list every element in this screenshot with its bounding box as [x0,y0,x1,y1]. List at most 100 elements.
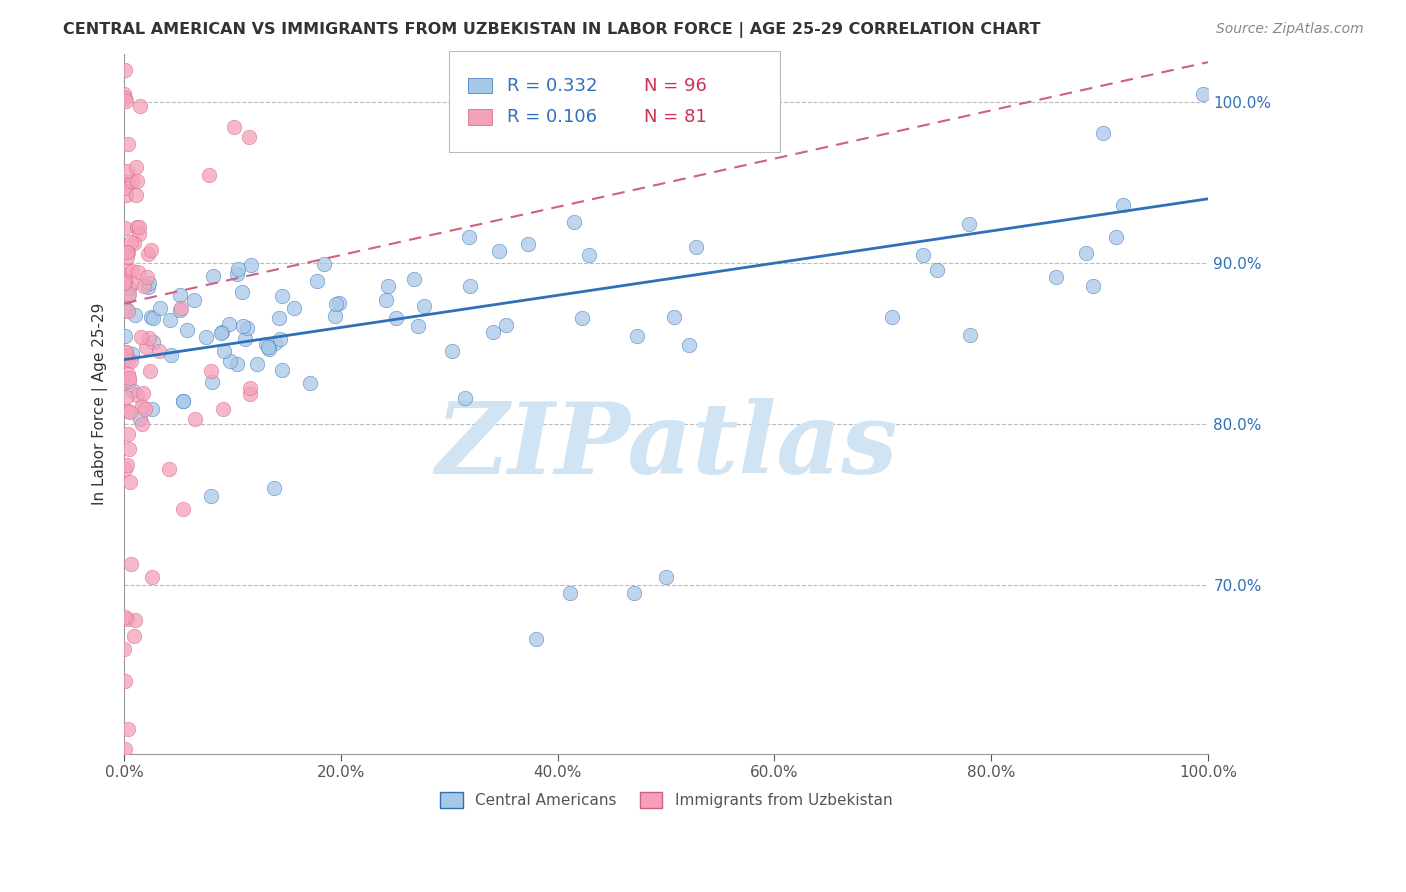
Point [115,250,138,264]
Point [142,310,165,325]
Point [138,331,160,345]
Point [172,394,194,409]
Text: N = 81: N = 81 [644,108,707,126]
Point [170,301,193,316]
Point [441,343,464,358]
Point [117,164,139,178]
Point [128,412,150,426]
Point [117,442,139,457]
Point [194,330,217,344]
Point [1076,245,1098,260]
Point [183,293,205,307]
Point [201,269,224,284]
Point [114,462,136,476]
Point [132,278,155,293]
Point [115,349,138,363]
Point [200,364,222,378]
Point [232,319,254,334]
Point [231,285,253,300]
Point [118,286,141,301]
Text: N = 96: N = 96 [644,77,707,95]
Point [283,301,305,315]
Point [560,585,582,599]
Point [239,386,262,401]
Text: R = 0.106: R = 0.106 [506,108,596,126]
Point [516,236,538,251]
Point [115,94,138,108]
Point [218,317,240,331]
Point [233,332,256,346]
Point [254,337,277,351]
Point [323,310,346,324]
Point [256,340,278,354]
Point [377,279,399,293]
Point [678,338,700,352]
Point [124,308,146,322]
Point [138,363,160,377]
Point [263,481,285,495]
Point [136,269,159,284]
Text: Source: ZipAtlas.com: Source: ZipAtlas.com [1216,22,1364,37]
Point [159,313,181,327]
Point [172,394,194,409]
Point [120,354,142,368]
Point [325,297,347,311]
Point [141,310,163,325]
Point [117,304,139,318]
Text: CENTRAL AMERICAN VS IMMIGRANTS FROM UZBEKISTAN IN LABOR FORCE | AGE 25-29 CORREL: CENTRAL AMERICAN VS IMMIGRANTS FROM UZBE… [63,22,1040,38]
FancyBboxPatch shape [468,78,492,94]
Point [911,248,934,262]
Point [458,230,481,244]
Point [138,280,160,294]
Point [112,87,135,102]
Point [927,263,949,277]
Point [120,475,142,489]
Point [117,137,139,152]
Point [404,272,426,286]
Point [264,335,287,350]
Point [176,323,198,337]
Point [198,168,221,182]
Point [114,187,136,202]
Point [142,334,165,349]
Point [122,384,145,398]
Point [224,120,246,134]
Point [114,345,136,359]
Point [240,259,263,273]
Point [578,248,600,262]
Point [172,501,194,516]
Point [125,160,148,174]
Point [169,303,191,318]
Point [114,610,136,624]
Point [114,90,136,104]
Point [117,612,139,626]
Point [246,357,269,371]
Point [117,367,139,381]
Point [226,262,249,277]
Point [271,362,294,376]
Point [114,274,136,288]
FancyBboxPatch shape [468,110,492,125]
Point [115,344,138,359]
Point [128,227,150,241]
Point [1112,198,1135,212]
Point [131,417,153,431]
Point [307,274,329,288]
Point [125,174,148,188]
Point [375,293,398,307]
Point [117,403,139,417]
Point [159,348,181,362]
Point [118,374,141,388]
Point [184,412,207,426]
Point [115,390,138,404]
Point [141,569,163,583]
Point [626,329,648,343]
Point [454,391,477,405]
Point [127,265,149,279]
Point [114,674,136,689]
Point [118,371,141,385]
Point [957,217,980,231]
Point [212,401,235,416]
Point [122,629,145,643]
Point [219,353,242,368]
